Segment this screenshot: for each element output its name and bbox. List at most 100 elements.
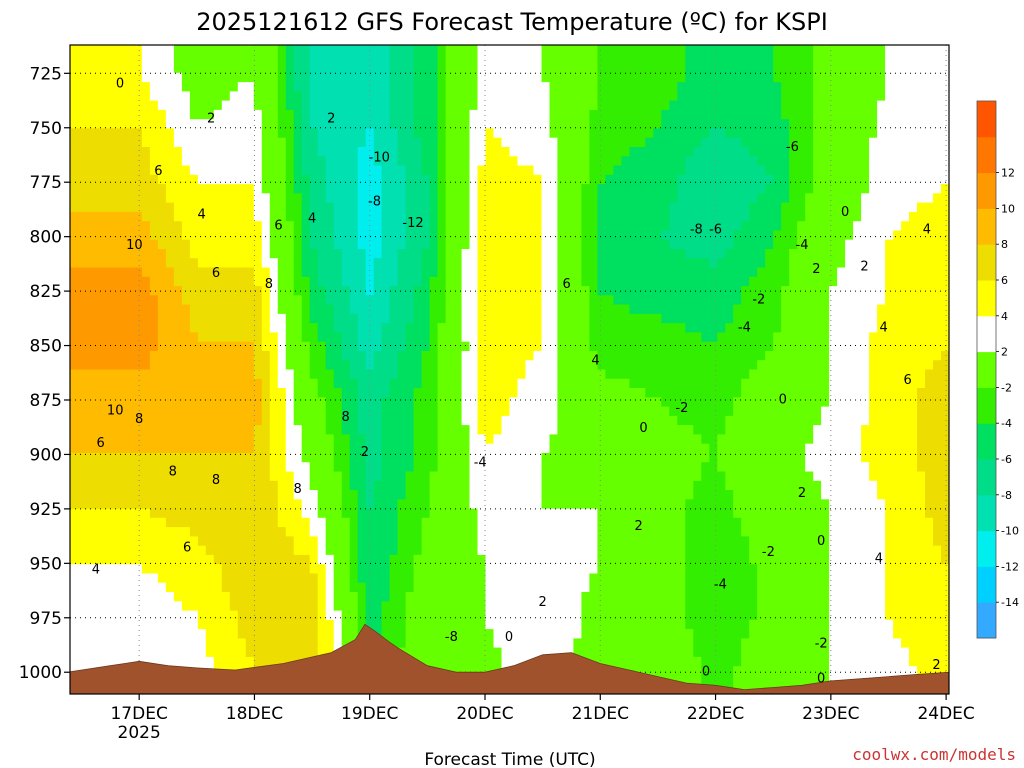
temperature-cell: [533, 499, 543, 510]
temperature-cell: [165, 480, 175, 491]
temperature-cell: [197, 267, 207, 278]
temperature-cell: [173, 211, 183, 222]
temperature-cell: [125, 54, 135, 65]
temperature-cell: [429, 202, 439, 213]
temperature-cell: [365, 582, 375, 593]
temperature-cell: [621, 295, 630, 306]
temperature-cell: [469, 82, 479, 92]
temperature-cell: [397, 156, 407, 167]
temperature-cell: [110, 341, 119, 352]
temperature-cell: [629, 425, 638, 435]
temperature-cell: [293, 582, 303, 593]
temperature-cell: [70, 434, 79, 445]
temperature-cell: [477, 332, 487, 343]
temperature-cell: [277, 629, 287, 639]
temperature-cell: [445, 184, 455, 194]
temperature-cell: [293, 313, 303, 324]
temperature-cell: [621, 545, 630, 556]
temperature-cell: [613, 202, 622, 213]
temperature-cell: [149, 545, 159, 556]
temperature-cell: [110, 582, 119, 593]
temperature-cell: [325, 582, 335, 593]
temperature-cell: [70, 378, 79, 389]
temperature-cell: [293, 193, 303, 204]
temperature-cell: [557, 45, 566, 55]
temperature-cell: [405, 647, 415, 658]
temperature-cell: [373, 517, 383, 528]
temperature-cell: [141, 434, 151, 445]
temperature-cell: [469, 221, 479, 232]
temperature-cell: [213, 323, 223, 333]
temperature-cell: [189, 239, 199, 250]
temperature-cell: [102, 388, 111, 398]
temperature-cell: [221, 54, 231, 65]
temperature-cell: [325, 258, 335, 269]
temperature-cell: [237, 582, 247, 593]
temperature-cell: [565, 443, 574, 454]
temperature-cell: [117, 573, 127, 584]
temperature-cell: [413, 174, 423, 185]
temperature-cell: [501, 165, 511, 176]
temperature-cell: [629, 137, 638, 148]
temperature-cell: [117, 45, 127, 55]
temperature-cell: [277, 239, 287, 250]
temperature-cell: [405, 536, 415, 547]
temperature-cell: [541, 137, 551, 148]
temperature-cell: [461, 443, 471, 454]
temperature-cell: [277, 554, 287, 565]
temperature-cell: [501, 211, 511, 222]
temperature-cell: [541, 619, 551, 630]
temperature-cell: [157, 499, 167, 510]
temperature-cell: [102, 91, 111, 102]
temperature-cell: [565, 452, 574, 463]
temperature-cell: [285, 230, 295, 241]
temperature-cell: [373, 100, 383, 111]
temperature-cell: [165, 239, 175, 250]
temperature-cell: [237, 490, 247, 500]
temperature-cell: [605, 54, 614, 65]
temperature-cell: [245, 119, 255, 130]
temperature-cell: [549, 304, 559, 315]
temperature-cell: [573, 165, 582, 176]
temperature-cell: [413, 221, 423, 232]
temperature-cell: [70, 545, 79, 556]
temperature-cell: [117, 221, 127, 232]
temperature-cell: [86, 341, 95, 352]
temperature-cell: [493, 554, 503, 565]
temperature-cell: [189, 601, 199, 612]
temperature-cell: [509, 452, 519, 463]
temperature-cell: [125, 239, 135, 250]
temperature-cell: [277, 462, 287, 473]
temperature-cell: [253, 601, 263, 612]
temperature-cell: [477, 286, 487, 296]
temperature-cell: [349, 443, 359, 454]
temperature-cell: [493, 72, 503, 83]
temperature-cell: [221, 592, 231, 602]
temperature-cell: [333, 82, 343, 92]
temperature-cell: [565, 629, 574, 639]
temperature-cell: [277, 388, 287, 398]
temperature-cell: [405, 480, 415, 491]
temperature-cell: [605, 313, 614, 324]
temperature-cell: [453, 406, 463, 417]
temperature-cell: [597, 638, 606, 649]
temperature-cell: [301, 239, 311, 250]
temperature-cell: [573, 91, 582, 102]
temperature-cell: [301, 619, 311, 630]
temperature-cell: [261, 536, 271, 547]
temperature-cell: [237, 499, 247, 510]
temperature-cell: [149, 462, 159, 473]
temperature-cell: [157, 601, 167, 612]
temperature-cell: [605, 184, 614, 194]
temperature-cell: [261, 109, 271, 120]
temperature-cell: [373, 156, 383, 167]
temperature-cell: [221, 406, 231, 417]
temperature-cell: [70, 249, 79, 259]
temperature-cell: [341, 471, 351, 482]
temperature-cell: [581, 490, 590, 500]
temperature-cell: [549, 527, 559, 537]
temperature-cell: [317, 286, 327, 296]
temperature-cell: [565, 221, 574, 232]
temperature-cell: [365, 508, 375, 519]
temperature-cell: [445, 536, 455, 547]
